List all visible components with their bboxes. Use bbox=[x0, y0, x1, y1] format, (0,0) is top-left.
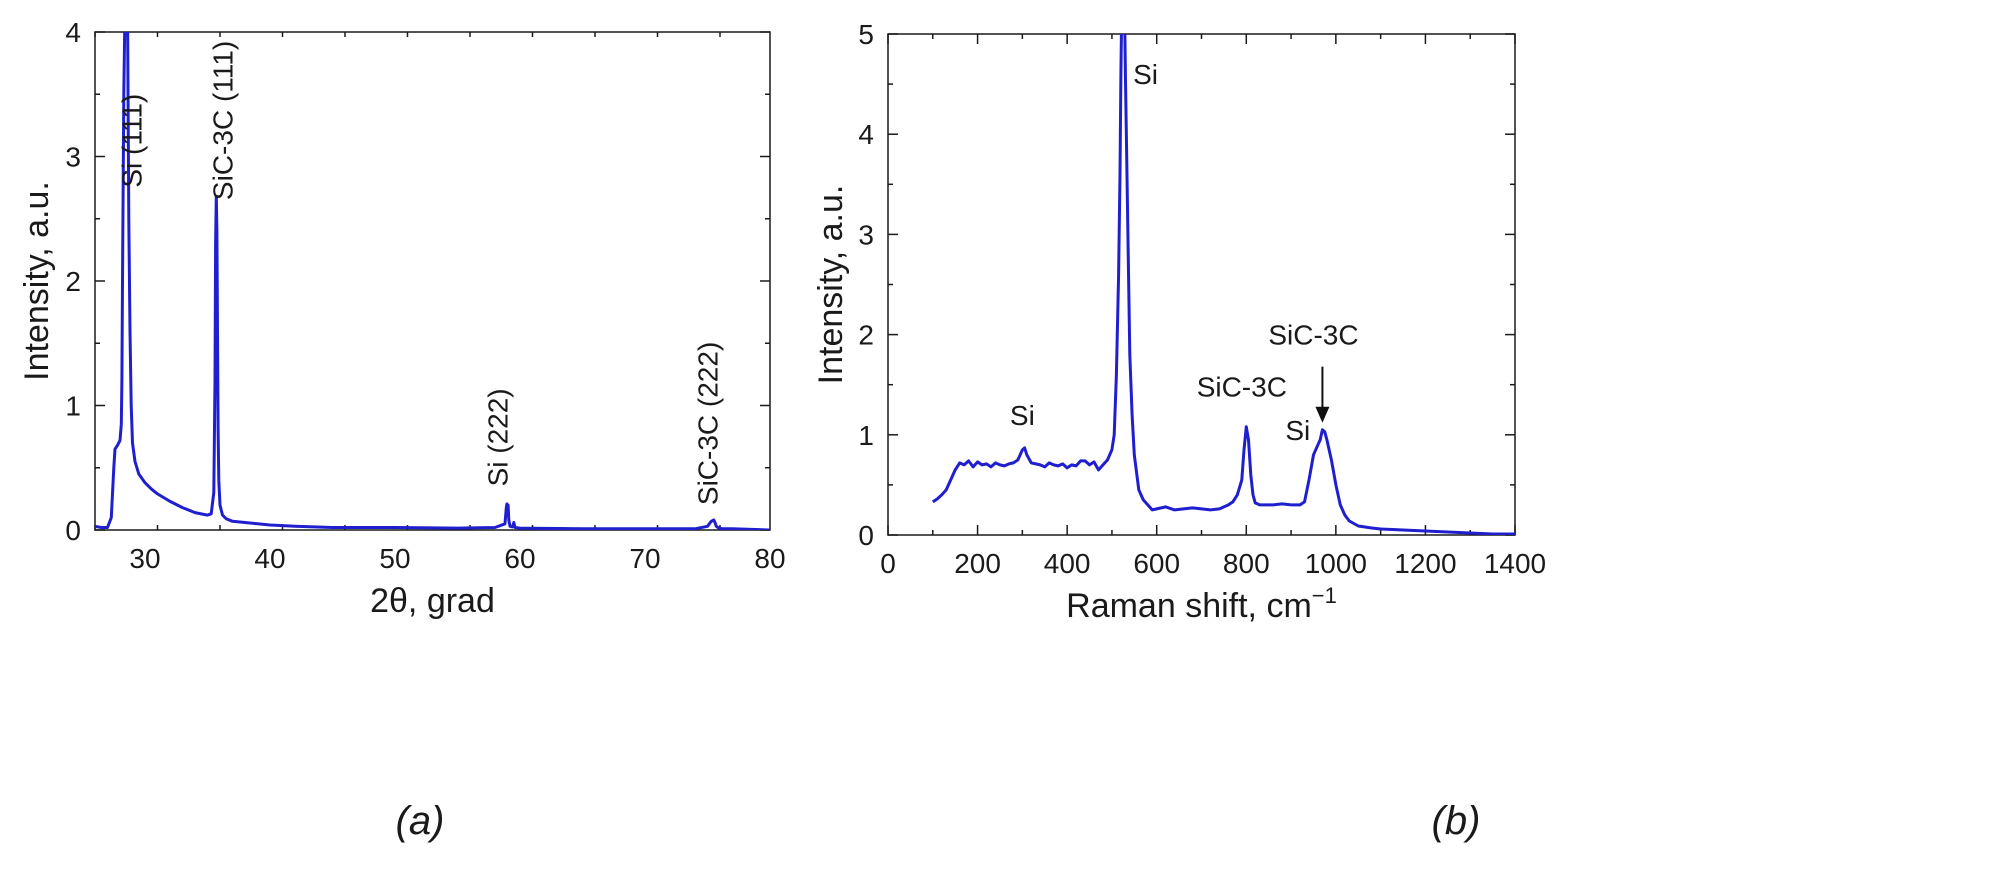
x-tick-label: 0 bbox=[880, 548, 896, 579]
x-tick-label: 1200 bbox=[1394, 548, 1456, 579]
peak-annotation: SiC-3C (111) bbox=[208, 41, 239, 200]
y-tick-label: 3 bbox=[65, 142, 81, 173]
x-tick-label: 60 bbox=[504, 543, 535, 574]
x-tick-label: 400 bbox=[1044, 548, 1091, 579]
x-tick-label: 40 bbox=[254, 543, 285, 574]
plot-frame bbox=[887, 33, 1516, 536]
peak-annotation: Si (111) bbox=[116, 94, 147, 188]
x-tick-label: 70 bbox=[629, 543, 660, 574]
peak-annotation: Si bbox=[1133, 59, 1158, 90]
y-tick-label: 2 bbox=[65, 266, 81, 297]
x-tick-label: 30 bbox=[129, 543, 160, 574]
y-tick-label: 1 bbox=[65, 391, 81, 422]
y-tick-label: 1 bbox=[858, 420, 874, 451]
chart-panel-a: 30 40 50 60 70 80 0 1 2 3 4 2θ, grad Intensity, a.u.… bbox=[18, 17, 786, 620]
chart-panel-b: 0 200 400 600 800 1000 1200 1400 0 1 2 3 4 5 Raman shi… bbox=[812, 19, 1546, 625]
y-tick-label: 0 bbox=[858, 520, 874, 551]
y-axis-label: Intensity, a.u. bbox=[18, 181, 56, 381]
y-tick-label: 5 bbox=[858, 19, 874, 50]
x-tick-label: 600 bbox=[1133, 548, 1180, 579]
x-tick-label: 80 bbox=[754, 543, 785, 574]
peak-annotation: SiC-3C (222) bbox=[693, 342, 724, 505]
x-axis-label: 2θ, grad bbox=[370, 582, 495, 620]
y-tick-label: 0 bbox=[65, 515, 81, 546]
peak-annotation: Si (222) bbox=[483, 388, 514, 486]
y-axis-label: Intensity, a.u. bbox=[812, 185, 850, 385]
y-tick-label: 4 bbox=[858, 119, 874, 150]
peak-annotation: Si bbox=[1010, 400, 1035, 431]
x-tick-label: 50 bbox=[379, 543, 410, 574]
annotation-arrowhead bbox=[1315, 406, 1330, 423]
panel-label-a: (a) bbox=[396, 799, 445, 843]
x-tick-label: 1000 bbox=[1305, 548, 1367, 579]
y-tick-label: 2 bbox=[858, 320, 874, 351]
plot-frame bbox=[94, 31, 771, 531]
x-axis-label: Raman shift, cm−1 bbox=[1066, 583, 1337, 625]
x-tick-label: 800 bbox=[1223, 548, 1270, 579]
peak-annotation: Si bbox=[1285, 415, 1310, 446]
y-tick-label: 4 bbox=[65, 17, 81, 48]
y-tick-label: 3 bbox=[858, 219, 874, 250]
x-tick-label: 200 bbox=[954, 548, 1001, 579]
peak-annotation: SiC-3C bbox=[1268, 320, 1358, 351]
series-line bbox=[95, 32, 770, 530]
panel-label-b: (b) bbox=[1432, 799, 1481, 843]
series-line bbox=[931, 34, 1515, 535]
x-tick-label: 1400 bbox=[1484, 548, 1546, 579]
peak-annotation: SiC-3C bbox=[1197, 372, 1287, 403]
x-axis-label-superscript: −1 bbox=[1312, 583, 1337, 608]
